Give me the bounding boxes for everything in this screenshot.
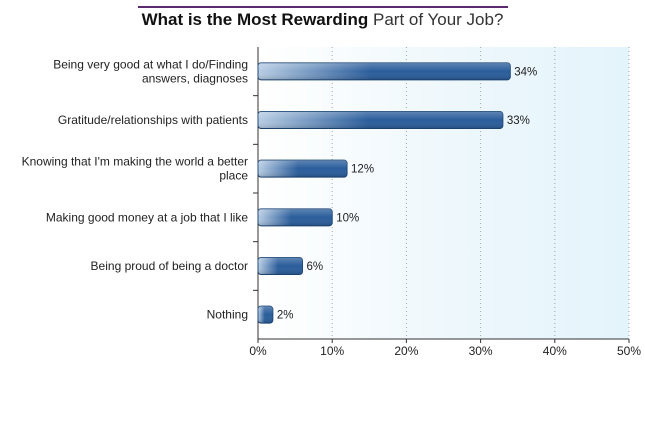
value-label-3: 10%: [336, 212, 359, 224]
category-label-2: Knowing that I'm making the world a bett…: [22, 155, 249, 183]
chart-title: What is the Most Rewarding Part of Your …: [0, 10, 645, 30]
x-tick-label-30: 30%: [469, 344, 493, 358]
value-label-2: 12%: [351, 164, 374, 176]
x-tick-label-50: 50%: [617, 344, 641, 358]
category-label-4: Being proud of being a doctor: [91, 259, 248, 273]
category-label-0: Being very good at what I do/Finding answ…: [53, 57, 248, 85]
value-label-1: 33%: [507, 115, 530, 127]
bar-shade-5: [258, 306, 273, 324]
bar-shade-2: [258, 160, 348, 178]
chart-title-bold: What is the Most Rewarding: [141, 10, 369, 29]
bar-shade-0: [258, 62, 511, 80]
x-tick-label-40: 40%: [543, 344, 567, 358]
x-tick-label-20: 20%: [394, 344, 418, 358]
bar-shade-1: [258, 111, 503, 129]
bar-shade-4: [258, 257, 303, 275]
x-tick-label-0: 0%: [249, 344, 267, 358]
category-label-5: Nothing: [207, 308, 248, 322]
value-label-0: 34%: [514, 66, 537, 78]
chart-title-rest: Part of Your Job?: [372, 10, 504, 29]
title-rule: [138, 6, 508, 8]
bar-shade-3: [258, 208, 333, 226]
category-label-3: Making good money at a job that I like: [46, 210, 248, 224]
plot-background: [258, 47, 629, 339]
category-label-1: Gratitude/relationships with patients: [58, 113, 248, 127]
x-tick-label-10: 10%: [320, 344, 344, 358]
value-label-5: 2%: [277, 310, 294, 322]
value-label-4: 6%: [307, 261, 324, 273]
